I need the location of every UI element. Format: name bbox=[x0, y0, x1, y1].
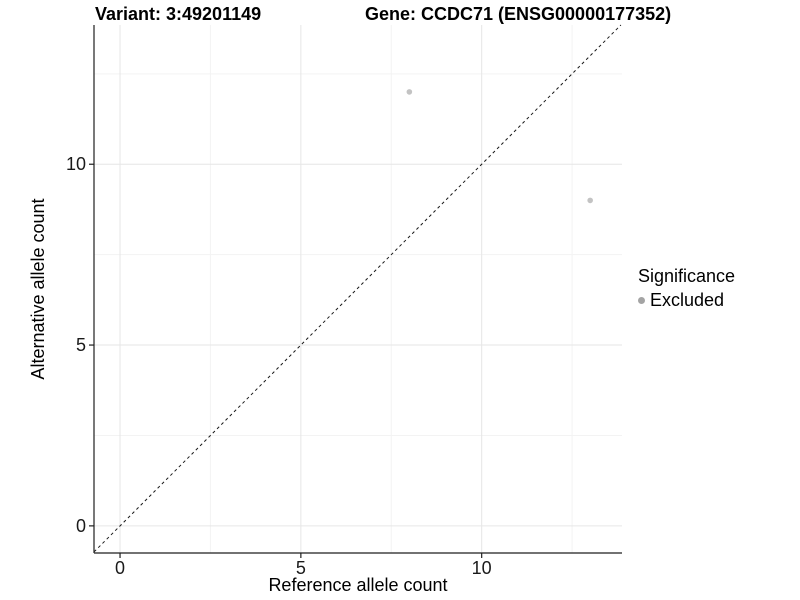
plot-title-variant: Variant: 3:49201149 bbox=[95, 4, 262, 24]
data-point bbox=[406, 89, 413, 95]
legend-title: Significance bbox=[638, 266, 736, 286]
legend-item-label: Excluded bbox=[650, 290, 725, 310]
plot-title-gene: Gene: CCDC71 (ENSG00000177352) bbox=[365, 4, 672, 24]
legend: Significance Excluded bbox=[638, 266, 735, 311]
legend-item-excluded: Excluded bbox=[638, 290, 735, 311]
x-axis-title: Reference allele count bbox=[268, 575, 448, 595]
x-tick-label: 0 bbox=[115, 558, 125, 578]
y-tick-label: 0 bbox=[76, 516, 86, 536]
identity-line bbox=[93, 24, 622, 553]
data-point bbox=[587, 197, 593, 204]
legend-key-dot-icon bbox=[638, 297, 645, 304]
x-tick-label: 10 bbox=[472, 558, 492, 578]
y-axis-title: Alternative allele count bbox=[28, 198, 48, 380]
y-tick-label: 5 bbox=[76, 335, 86, 355]
y-tick-label: 10 bbox=[66, 154, 86, 174]
x-tick-label: 5 bbox=[296, 558, 306, 578]
